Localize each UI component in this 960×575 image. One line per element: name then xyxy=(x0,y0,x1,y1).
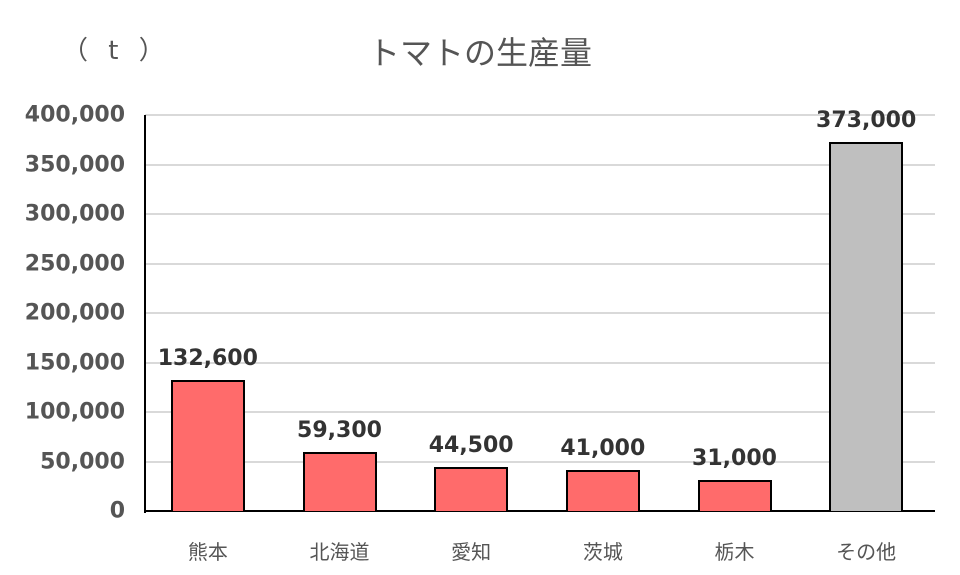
x-category-label: 愛知 xyxy=(451,540,492,564)
y-tick-label: 100,000 xyxy=(24,399,125,425)
gridline xyxy=(145,361,935,364)
data-label: 59,300 xyxy=(297,418,382,444)
gridline xyxy=(145,411,935,413)
x-category-label: その他 xyxy=(836,540,897,564)
x-category-label: 茨城 xyxy=(582,540,623,564)
bar-2 xyxy=(434,466,509,511)
bar-0 xyxy=(170,379,245,511)
data-label: 41,000 xyxy=(560,436,646,462)
x-category-label: 熊本 xyxy=(187,540,228,564)
y-tick-label: 0 xyxy=(109,498,125,524)
gridline xyxy=(145,213,935,215)
y-tick-label: 50,000 xyxy=(40,449,125,474)
x-axis xyxy=(144,510,935,512)
data-label: 132,600 xyxy=(157,345,258,371)
y-axis-unit-label: （ t ） xyxy=(62,36,171,66)
bar-4 xyxy=(697,480,772,511)
y-tick-label: 200,000 xyxy=(24,300,125,326)
data-label: 31,000 xyxy=(692,446,777,472)
bar-3 xyxy=(565,470,640,511)
gridline xyxy=(145,262,935,265)
chart-title: トマトの生産量 xyxy=(367,34,592,72)
y-tick-label: 300,000 xyxy=(24,201,125,227)
gridline xyxy=(145,460,935,463)
data-label: 44,500 xyxy=(428,432,514,458)
y-tick-label: 350,000 xyxy=(24,152,125,177)
y-axis xyxy=(144,115,146,513)
y-tick-label: 400,000 xyxy=(24,102,125,128)
gridline xyxy=(145,312,935,314)
y-tick-label: 250,000 xyxy=(24,251,125,276)
data-label: 373,000 xyxy=(816,107,917,133)
gridline xyxy=(145,163,935,166)
bar-5 xyxy=(829,141,904,511)
bar-1 xyxy=(302,452,377,511)
x-category-label: 北海道 xyxy=(309,540,370,564)
gridline xyxy=(145,114,935,116)
x-category-label: 栃木 xyxy=(714,540,755,564)
y-tick-label: 150,000 xyxy=(24,350,125,375)
